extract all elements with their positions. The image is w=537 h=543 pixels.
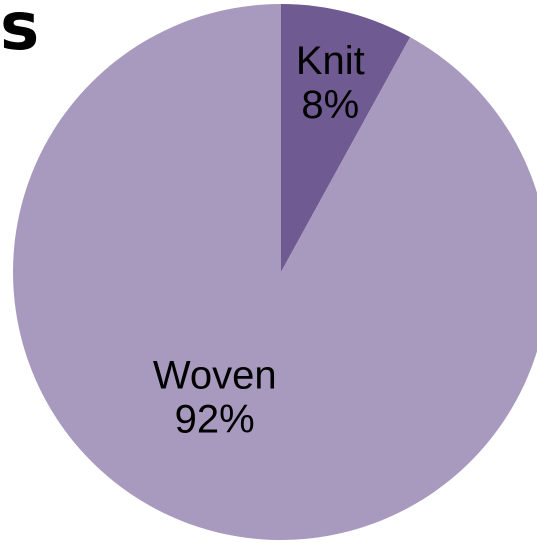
pie-slice-knit (281, 4, 411, 272)
slice-label-woven: Woven (153, 354, 277, 398)
slice-label-knit: Knit (296, 39, 365, 83)
pie-slices (13, 4, 537, 540)
pie-slice-woven (13, 4, 537, 540)
title-fragment: s (0, 0, 40, 65)
slice-percent-knit: 8% (301, 83, 359, 127)
slice-percent-woven: 92% (175, 398, 255, 442)
